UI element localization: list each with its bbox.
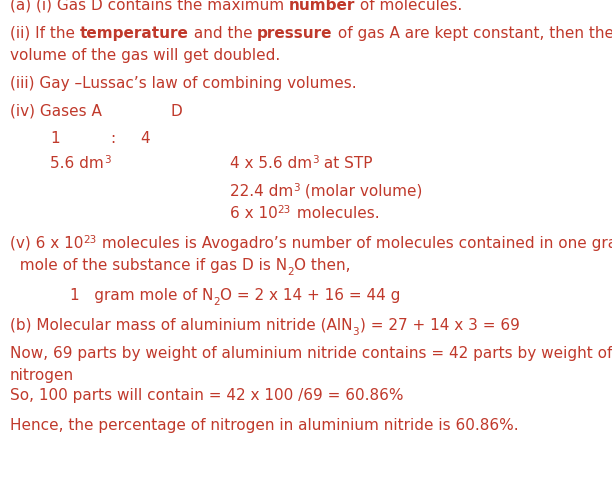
Text: of gas A are kept constant, then the: of gas A are kept constant, then the bbox=[333, 26, 612, 41]
Text: 3: 3 bbox=[312, 155, 319, 165]
Text: 1   gram mole of N: 1 gram mole of N bbox=[70, 288, 214, 303]
Text: 4: 4 bbox=[140, 131, 149, 146]
Text: 3: 3 bbox=[104, 155, 110, 165]
Text: 2: 2 bbox=[214, 297, 220, 307]
Text: :: : bbox=[110, 131, 115, 146]
Text: (ii) If the: (ii) If the bbox=[10, 26, 80, 41]
Text: at STP: at STP bbox=[319, 156, 373, 171]
Text: D: D bbox=[170, 104, 182, 119]
Text: nitrogen: nitrogen bbox=[10, 368, 74, 383]
Text: mole of the substance if gas D is N: mole of the substance if gas D is N bbox=[10, 258, 287, 273]
Text: Now, 69 parts by weight of aluminium nitride contains = 42 parts by weight of: Now, 69 parts by weight of aluminium nit… bbox=[10, 346, 612, 361]
Text: (v) 6 x 10: (v) 6 x 10 bbox=[10, 236, 83, 251]
Text: (molar volume): (molar volume) bbox=[300, 184, 423, 199]
Text: 23: 23 bbox=[83, 235, 97, 245]
Text: (iv) Gases A: (iv) Gases A bbox=[10, 104, 102, 119]
Text: 23: 23 bbox=[278, 205, 291, 215]
Text: of molecules.: of molecules. bbox=[356, 0, 463, 13]
Text: O then,: O then, bbox=[294, 258, 351, 273]
Text: 1: 1 bbox=[50, 131, 59, 146]
Text: 4 x 5.6 dm: 4 x 5.6 dm bbox=[230, 156, 312, 171]
Text: (a) (i) Gas D contains the maximum: (a) (i) Gas D contains the maximum bbox=[10, 0, 289, 13]
Text: 6 x 10: 6 x 10 bbox=[230, 206, 278, 221]
Text: 3: 3 bbox=[293, 183, 300, 193]
Text: volume of the gas will get doubled.: volume of the gas will get doubled. bbox=[10, 48, 280, 63]
Text: O = 2 x 14 + 16 = 44 g: O = 2 x 14 + 16 = 44 g bbox=[220, 288, 401, 303]
Text: 2: 2 bbox=[287, 267, 294, 277]
Text: ) = 27 + 14 x 3 = 69: ) = 27 + 14 x 3 = 69 bbox=[360, 318, 520, 333]
Text: pressure: pressure bbox=[257, 26, 333, 41]
Text: (iii) Gay –Lussac’s law of combining volumes.: (iii) Gay –Lussac’s law of combining vol… bbox=[10, 76, 357, 91]
Text: and the: and the bbox=[188, 26, 257, 41]
Text: temperature: temperature bbox=[80, 26, 188, 41]
Text: molecules is Avogadro’s number of molecules contained in one gram: molecules is Avogadro’s number of molecu… bbox=[97, 236, 612, 251]
Text: 3: 3 bbox=[353, 327, 359, 337]
Text: (b) Molecular mass of aluminium nitride (AlN: (b) Molecular mass of aluminium nitride … bbox=[10, 318, 353, 333]
Text: number: number bbox=[289, 0, 356, 13]
Text: So, 100 parts will contain = 42 x 100 /69 = 60.86%: So, 100 parts will contain = 42 x 100 /6… bbox=[10, 388, 403, 403]
Text: 5.6 dm: 5.6 dm bbox=[50, 156, 104, 171]
Text: molecules.: molecules. bbox=[291, 206, 379, 221]
Text: 22.4 dm: 22.4 dm bbox=[230, 184, 293, 199]
Text: Hence, the percentage of nitrogen in aluminium nitride is 60.86%.: Hence, the percentage of nitrogen in alu… bbox=[10, 418, 518, 433]
